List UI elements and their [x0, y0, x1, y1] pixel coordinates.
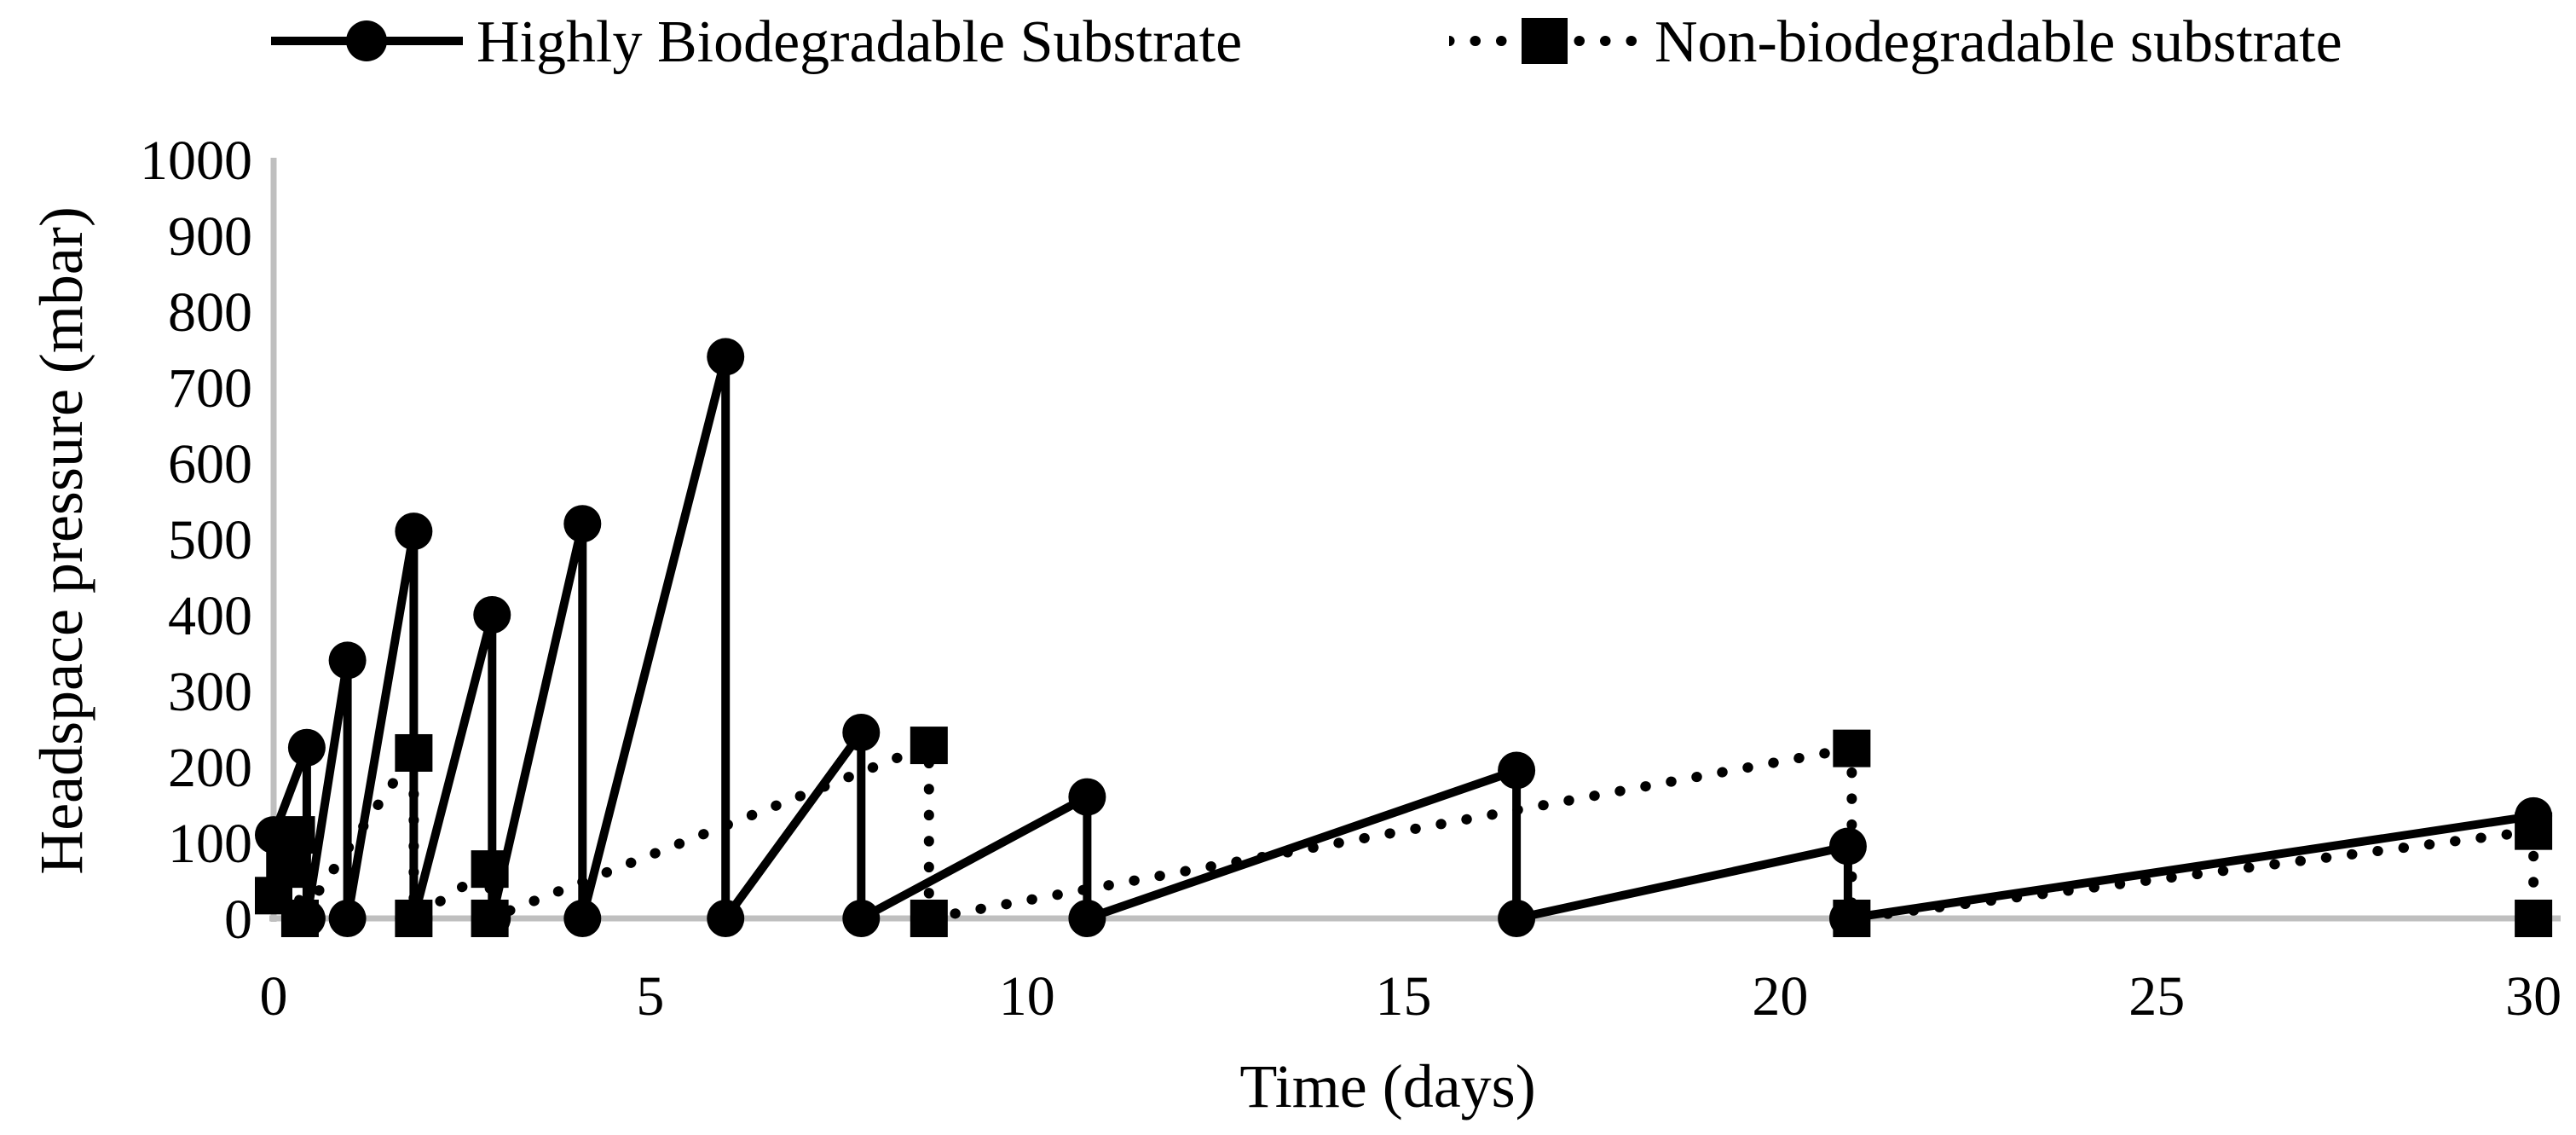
circle-data-marker [842, 900, 881, 937]
circle-data-marker [707, 900, 745, 937]
y-tick-label: 100 [168, 813, 252, 875]
legend-label-non-biodegradable: Non-biodegradable substrate [1655, 9, 2342, 75]
series-line [269, 740, 2539, 924]
y-tick-label: 300 [168, 661, 252, 723]
y-tick-label: 0 [224, 889, 252, 951]
y-tick-label: 1000 [140, 130, 252, 192]
y-tick-label: 800 [168, 281, 252, 344]
legend-square-marker [1522, 18, 1568, 64]
circle-data-marker [1498, 751, 1536, 790]
x-tick-label: 30 [2505, 965, 2562, 1028]
square-data-marker [910, 727, 948, 765]
y-tick-label: 900 [168, 206, 252, 268]
x-tick-label: 10 [999, 965, 1055, 1028]
series-line [269, 352, 2534, 923]
legend-item-highly-biodegradable: Highly Biodegradable Substrate [271, 0, 1242, 85]
square-data-marker [2515, 900, 2553, 937]
circle-data-marker [842, 713, 881, 751]
y-tick-label: 600 [168, 433, 252, 495]
circle-data-marker [395, 512, 433, 551]
series-circles [255, 338, 2553, 937]
legend-circle-marker [346, 20, 387, 61]
y-tick-label: 500 [168, 509, 252, 571]
circle-data-marker [1498, 900, 1536, 937]
circle-data-marker [1828, 827, 1867, 866]
dotted-line-square-marker-icon [1449, 18, 1641, 64]
y-tick-label: 700 [168, 357, 252, 420]
circle-data-marker [707, 338, 745, 376]
circle-data-marker [328, 900, 367, 937]
x-tick-label: 25 [2128, 965, 2185, 1028]
circle-data-marker [287, 900, 326, 937]
circle-data-marker [563, 505, 602, 543]
legend-label-highly-biodegradable: Highly Biodegradable Substrate [477, 9, 1243, 75]
circle-data-marker [1068, 900, 1106, 937]
x-tick-label: 0 [260, 965, 288, 1028]
circle-data-marker [473, 900, 511, 937]
circle-data-marker [328, 641, 367, 680]
solid-line-circle-marker-icon [271, 20, 463, 61]
circle-data-marker [473, 596, 511, 634]
circle-data-marker [2515, 796, 2553, 835]
circle-data-marker [1068, 778, 1106, 816]
x-tick-label: 15 [1376, 965, 1432, 1028]
circle-data-marker [563, 900, 602, 937]
square-data-marker [1833, 729, 1871, 767]
square-data-marker [266, 850, 304, 889]
y-tick-label: 200 [168, 737, 252, 799]
x-axis-title: Time (days) [1239, 1052, 1536, 1121]
square-data-marker [910, 900, 948, 937]
series-squares [255, 727, 2553, 937]
x-tick-label: 5 [636, 965, 664, 1028]
circle-data-marker [287, 728, 326, 767]
legend-item-non-biodegradable: Non-biodegradable substrate [1449, 0, 2342, 85]
circle-data-marker [1828, 900, 1867, 937]
circle-data-marker [255, 816, 292, 854]
y-tick-label: 400 [168, 585, 252, 647]
x-tick-label: 20 [1752, 965, 1808, 1028]
circle-data-marker [395, 900, 433, 937]
